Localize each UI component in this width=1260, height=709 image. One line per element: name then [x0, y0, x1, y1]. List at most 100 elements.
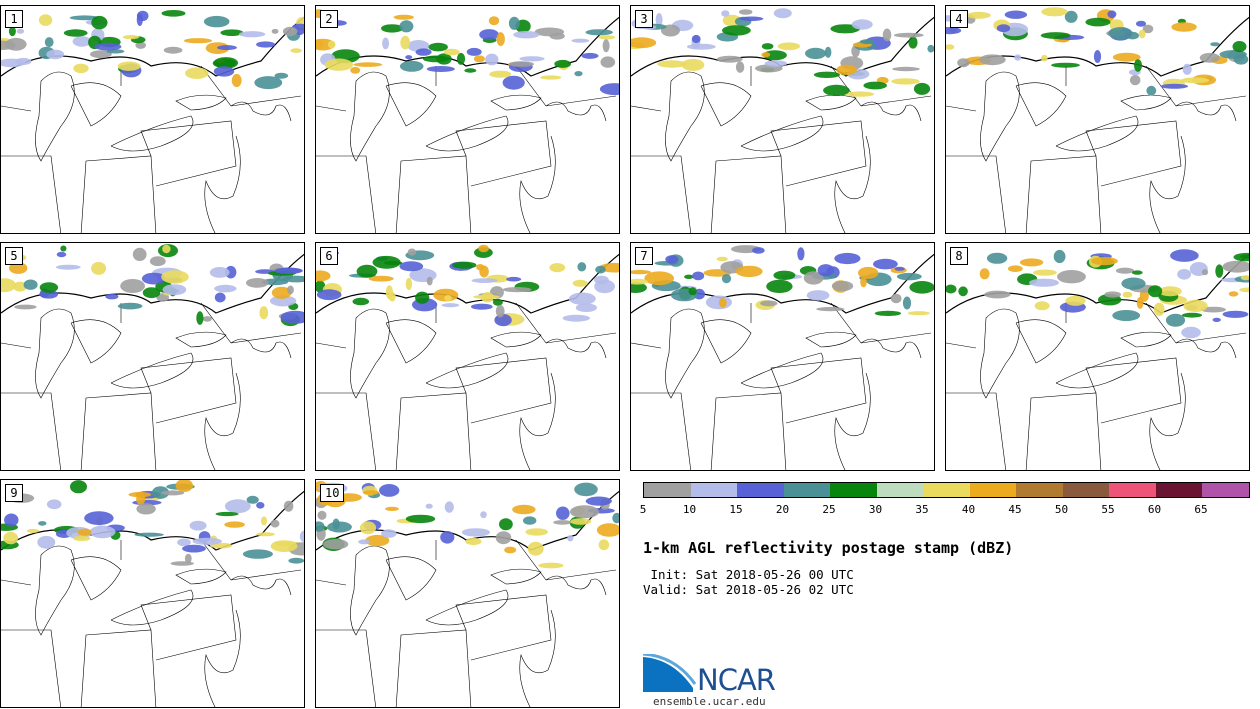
- ensemble-member-panel-9: 9: [0, 479, 305, 708]
- reflectivity-cell: [525, 528, 548, 536]
- reflectivity-cell: [1201, 269, 1209, 276]
- reflectivity-cell: [426, 276, 433, 286]
- map-boundary-line: [834, 135, 871, 233]
- reflectivity-cell: [282, 26, 298, 37]
- reflectivity-cell: [426, 66, 455, 72]
- reflectivity-cell: [362, 490, 380, 495]
- map-boundary-line: [175, 568, 227, 585]
- map-boundary-line: [204, 372, 241, 470]
- reflectivity-cell: [46, 49, 65, 60]
- reflectivity-cell: [600, 56, 616, 68]
- reflectivity-cell: [163, 46, 183, 54]
- reflectivity-cell: [359, 521, 377, 535]
- reflectivity-cell: [1093, 50, 1102, 63]
- reflectivity-cell: [599, 83, 619, 96]
- colorbar-tick-label: 35: [915, 503, 929, 516]
- map-boundary-line: [946, 155, 1007, 233]
- reflectivity-cell: [184, 553, 192, 564]
- reflectivity-cell: [209, 267, 230, 278]
- reflectivity-cell: [405, 55, 413, 60]
- reflectivity-cell: [393, 14, 414, 20]
- reflectivity-cell: [859, 39, 875, 45]
- reflectivity-cell: [1112, 310, 1141, 321]
- reflectivity-cell: [256, 41, 276, 48]
- map-boundary-line: [395, 629, 472, 707]
- map-boundary-line: [710, 392, 787, 470]
- reflectivity-cell: [274, 267, 303, 274]
- reflectivity-cell: [495, 531, 512, 545]
- reflectivity-cell: [38, 14, 53, 26]
- member-number-badge: 8: [950, 247, 968, 265]
- colorbar-swatch: [1062, 483, 1109, 497]
- map-boundary-line: [1149, 372, 1186, 470]
- reflectivity-cell: [523, 516, 537, 525]
- reflectivity-cell: [519, 56, 545, 62]
- map-boundary-line: [80, 392, 157, 470]
- reflectivity-cell: [479, 29, 499, 41]
- map-boundary-line: [200, 302, 232, 344]
- reflectivity-cell: [816, 307, 845, 312]
- map-boundary-line: [545, 101, 607, 122]
- reflectivity-cell: [1160, 83, 1189, 89]
- ensemble-member-panel-8: 8: [945, 242, 1250, 471]
- member-number-badge: 6: [320, 247, 338, 265]
- map-boundary-line: [140, 357, 237, 424]
- colorbar-swatch: [783, 483, 830, 497]
- map-boundary-line: [980, 71, 1020, 162]
- map-boundary-line: [631, 16, 934, 77]
- map-boundary-line: [316, 105, 347, 112]
- reflectivity-cell: [162, 244, 171, 254]
- reflectivity-cell: [845, 91, 875, 97]
- reflectivity-cell: [598, 35, 616, 40]
- reflectivity-cell: [356, 264, 378, 278]
- reflectivity-cell: [317, 510, 327, 520]
- reflectivity-cell: [473, 294, 500, 299]
- reflectivity-cell: [979, 268, 990, 280]
- reflectivity-colorbar: [643, 482, 1250, 498]
- reflectivity-cell: [46, 499, 62, 510]
- map-boundary-line: [1, 342, 32, 349]
- map-boundary-line: [230, 338, 292, 359]
- reflectivity-cell: [149, 256, 166, 267]
- reflectivity-cell: [1085, 17, 1111, 27]
- map-boundary-line: [860, 332, 932, 344]
- reflectivity-cell: [170, 561, 194, 566]
- map-boundary-line: [1145, 302, 1177, 344]
- colorbar-swatch: [1109, 483, 1156, 497]
- map-boundary-line: [1, 253, 304, 314]
- reflectivity-cell: [84, 511, 114, 525]
- reflectivity-cell: [136, 503, 156, 515]
- reflectivity-cell: [1138, 29, 1146, 39]
- map-boundary-line: [860, 338, 922, 359]
- reflectivity-cell: [1158, 286, 1182, 297]
- reflectivity-cell: [489, 70, 512, 78]
- reflectivity-cell: [1019, 258, 1044, 267]
- map-boundary-line: [1, 579, 32, 586]
- reflectivity-cell: [26, 528, 40, 533]
- map-boundary-line: [316, 16, 619, 77]
- reflectivity-cell: [441, 303, 460, 308]
- reflectivity-cell: [175, 480, 193, 492]
- map-boundary-line: [316, 392, 377, 470]
- reflectivity-cell: [567, 535, 574, 542]
- reflectivity-cell: [495, 304, 505, 318]
- map-boundary-line: [1015, 319, 1067, 364]
- reflectivity-map: [1, 480, 304, 707]
- reflectivity-cell: [381, 24, 403, 33]
- reflectivity-cell: [595, 265, 606, 274]
- reflectivity-cell: [718, 298, 727, 308]
- map-boundary-line: [700, 82, 752, 127]
- reflectivity-cell: [1212, 317, 1221, 322]
- reflectivity-cell: [56, 251, 67, 258]
- reflectivity-cell: [1004, 10, 1028, 19]
- reflectivity-cell: [1121, 277, 1146, 290]
- colorbar-tick-label: 25: [822, 503, 836, 516]
- map-boundary-line: [631, 392, 692, 470]
- reflectivity-cell: [913, 82, 931, 95]
- reflectivity-map: [316, 9, 619, 233]
- reflectivity-cell: [422, 55, 449, 63]
- ensemble-member-panel-4: 4: [945, 5, 1250, 234]
- reflectivity-cell: [407, 248, 417, 256]
- map-boundary-line: [515, 302, 547, 344]
- reflectivity-cell: [722, 25, 751, 36]
